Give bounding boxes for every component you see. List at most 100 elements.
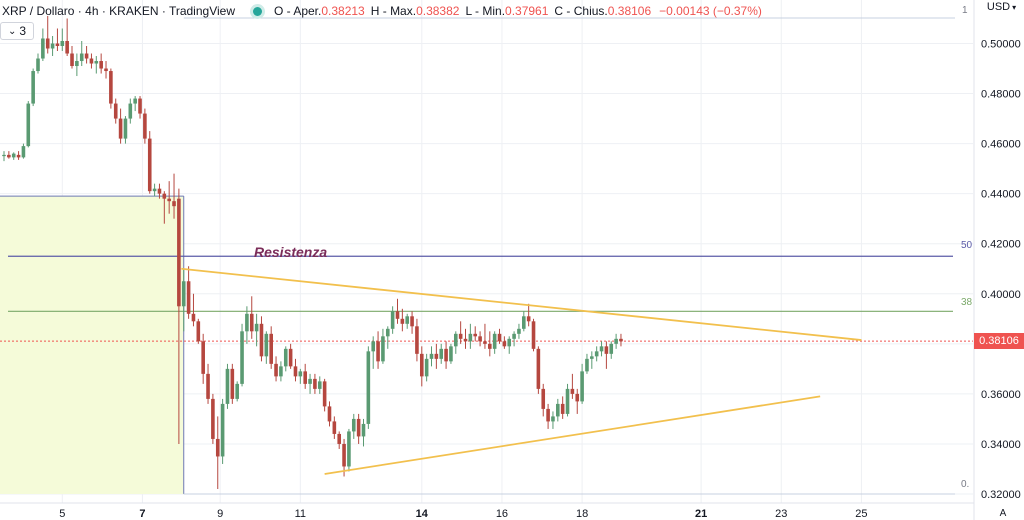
- candle-down[interactable]: [313, 373, 317, 394]
- candle-down[interactable]: [177, 188, 181, 444]
- candle-down[interactable]: [531, 318, 536, 352]
- candle-down[interactable]: [570, 373, 575, 399]
- candle-up[interactable]: [279, 361, 283, 382]
- candle-down[interactable]: [502, 336, 507, 349]
- candle-down[interactable]: [211, 393, 215, 444]
- price-axis[interactable]: 0.50000 0.48000 0.46000 0.44000 0.42000 0.400…: [981, 39, 1021, 502]
- candle-up[interactable]: [245, 306, 249, 344]
- candle-up[interactable]: [235, 381, 239, 402]
- candle-down[interactable]: [55, 28, 60, 52]
- candle-up[interactable]: [254, 313, 259, 347]
- candle-down[interactable]: [356, 413, 361, 444]
- candle-up[interactable]: [599, 341, 604, 357]
- candle-down[interactable]: [463, 328, 468, 349]
- candle-down[interactable]: [322, 378, 327, 412]
- candle-down[interactable]: [288, 343, 293, 369]
- candle-up[interactable]: [590, 351, 594, 369]
- candle-down[interactable]: [157, 183, 162, 199]
- candle-down[interactable]: [118, 108, 123, 144]
- candle-up[interactable]: [41, 28, 45, 62]
- candle-up[interactable]: [385, 326, 390, 349]
- candle-up[interactable]: [347, 428, 351, 472]
- candle-up[interactable]: [75, 53, 79, 77]
- candle-down[interactable]: [259, 316, 264, 362]
- candle-up[interactable]: [152, 183, 157, 197]
- candle-down[interactable]: [215, 416, 220, 489]
- candle-up[interactable]: [556, 398, 560, 422]
- candle-down[interactable]: [65, 18, 69, 57]
- candle-down[interactable]: [536, 346, 541, 394]
- candle-down[interactable]: [45, 15, 50, 54]
- candle-up[interactable]: [133, 96, 137, 112]
- auto-scale-button[interactable]: A: [999, 507, 1007, 519]
- candle-up[interactable]: [517, 323, 521, 339]
- currency-selector[interactable]: USD ▾: [979, 0, 1024, 14]
- candle-up[interactable]: [522, 311, 526, 332]
- candle-up[interactable]: [405, 313, 410, 329]
- candle-up[interactable]: [361, 418, 366, 447]
- candle-down[interactable]: [619, 333, 623, 347]
- candle-down[interactable]: [274, 356, 278, 382]
- candle-up[interactable]: [50, 35, 55, 57]
- candle-up[interactable]: [594, 346, 599, 362]
- candle-down[interactable]: [16, 151, 21, 160]
- candle-up[interactable]: [565, 383, 570, 417]
- candle-down[interactable]: [419, 346, 424, 387]
- candle-up[interactable]: [2, 151, 6, 162]
- candle-down[interactable]: [395, 298, 400, 324]
- candle-up[interactable]: [609, 341, 614, 359]
- candle-up[interactable]: [220, 398, 225, 464]
- candle-up[interactable]: [60, 28, 65, 52]
- candle-down[interactable]: [191, 293, 196, 327]
- candle-up[interactable]: [468, 323, 473, 349]
- candle-down[interactable]: [337, 431, 342, 449]
- candle-down[interactable]: [167, 181, 171, 214]
- candle-down[interactable]: [478, 331, 482, 347]
- triangle-lower-line[interactable]: [324, 395, 821, 475]
- candle-down[interactable]: [70, 46, 74, 69]
- candle-down[interactable]: [89, 53, 94, 69]
- candle-up[interactable]: [31, 68, 35, 107]
- candle-down[interactable]: [249, 296, 254, 339]
- candle-up[interactable]: [580, 363, 584, 404]
- candle-down[interactable]: [109, 68, 113, 109]
- candle-down[interactable]: [444, 341, 448, 369]
- candle-down[interactable]: [458, 321, 463, 344]
- candle-down[interactable]: [560, 396, 565, 419]
- candle-up[interactable]: [298, 368, 303, 384]
- candle-up[interactable]: [308, 373, 312, 394]
- candle-down[interactable]: [147, 131, 152, 194]
- candle-down[interactable]: [293, 358, 298, 382]
- candle-down[interactable]: [604, 341, 609, 369]
- candle-down[interactable]: [230, 363, 235, 404]
- candle-up[interactable]: [585, 353, 589, 374]
- candle-up[interactable]: [181, 268, 186, 332]
- candle-down[interactable]: [186, 266, 191, 319]
- candle-down[interactable]: [143, 108, 147, 144]
- candle-up[interactable]: [512, 331, 516, 347]
- resistance-label[interactable]: Resistenza: [254, 244, 328, 260]
- candle-down[interactable]: [376, 331, 380, 369]
- candle-up[interactable]: [439, 343, 444, 364]
- candle-up[interactable]: [453, 331, 458, 354]
- candle-up[interactable]: [11, 152, 16, 160]
- candle-up[interactable]: [123, 116, 128, 144]
- indicators-toggle-button[interactable]: ⌄ 3: [0, 22, 34, 40]
- candle-up[interactable]: [381, 328, 385, 364]
- candle-down[interactable]: [400, 308, 405, 332]
- candle-down[interactable]: [201, 333, 205, 384]
- candle-down[interactable]: [303, 363, 307, 389]
- candle-down[interactable]: [104, 61, 108, 79]
- candle-up[interactable]: [614, 333, 618, 349]
- candle-down[interactable]: [332, 416, 337, 439]
- candle-down[interactable]: [473, 326, 478, 342]
- candle-up[interactable]: [94, 56, 99, 74]
- candle-down[interactable]: [113, 98, 118, 124]
- candle-down[interactable]: [138, 96, 142, 119]
- candle-up[interactable]: [317, 376, 322, 394]
- candle-up[interactable]: [36, 53, 40, 74]
- candle-up[interactable]: [128, 98, 133, 124]
- candle-down[interactable]: [206, 363, 210, 404]
- candle-up[interactable]: [429, 346, 434, 367]
- candle-down[interactable]: [497, 328, 502, 344]
